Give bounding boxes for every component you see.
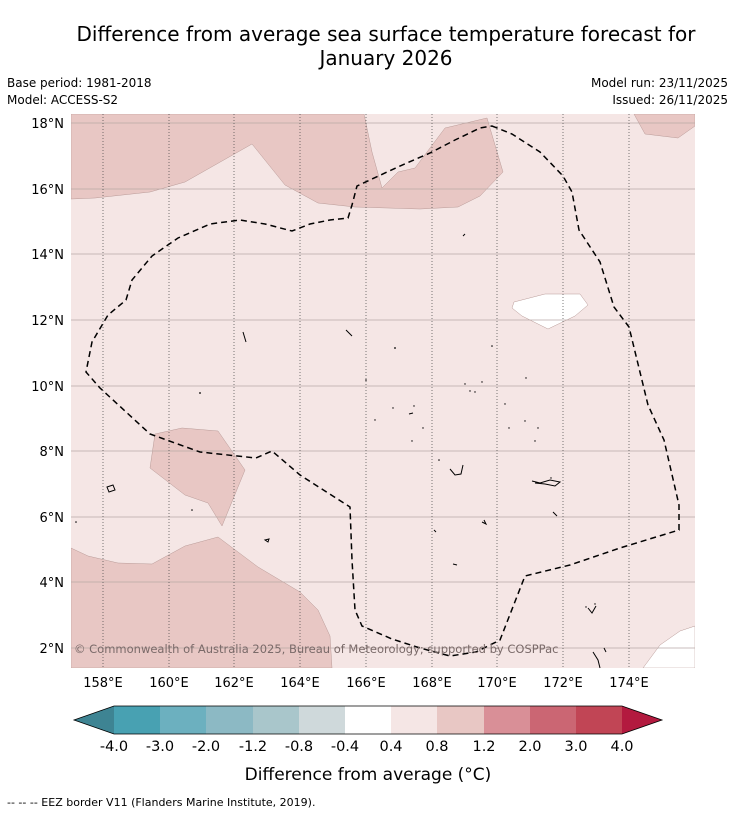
neutral-patch-southeast: [642, 625, 695, 668]
meridians: [102, 114, 630, 668]
islands: [106, 233, 607, 669]
colorbar-tick: 3.0: [564, 739, 587, 755]
colorbar-swatch: [345, 706, 391, 734]
lat-label: 18°N: [31, 117, 64, 132]
anomaly-regions: [71, 114, 695, 668]
lat-label: 6°N: [40, 511, 65, 526]
lon-label: 172°E: [543, 676, 583, 691]
colorbar-swatch: [253, 706, 299, 734]
lat-labels: 18°N 16°N 14°N 12°N 10°N 8°N 6°N 4°N 2°N: [31, 117, 64, 657]
colorbar-swatch: [530, 706, 576, 734]
lat-label: 2°N: [40, 642, 65, 657]
warm-region-west: [149, 427, 246, 527]
lon-label: 160°E: [149, 676, 189, 691]
title-line-1: Difference from average sea surface temp…: [76, 22, 696, 46]
colorbar-tick: -4.0: [100, 739, 128, 755]
lon-label: 170°E: [477, 676, 517, 691]
lon-label: 162°E: [214, 676, 254, 691]
island-dots: [75, 345, 596, 608]
colorbar-swatch: [576, 706, 622, 734]
base-period: Base period: 1981-2018: [7, 76, 152, 90]
model-run: Model run: 23/11/2025: [590, 76, 728, 90]
colorbar-swatch: [299, 706, 345, 734]
lon-label: 158°E: [83, 676, 123, 691]
meta-left: Base period: 1981-2018 Model: ACCESS-S2: [7, 75, 152, 109]
lon-label: 166°E: [346, 676, 386, 691]
lat-label: 14°N: [31, 248, 64, 263]
lat-label: 4°N: [40, 576, 65, 591]
colorbar-arrow-high: [622, 706, 662, 734]
lon-label: 168°E: [412, 676, 452, 691]
lat-label: 8°N: [40, 445, 65, 460]
colorbar-tick: -0.8: [285, 739, 313, 755]
colorbar-swatch: [160, 706, 206, 734]
colorbar-swatch: [437, 706, 484, 734]
colorbar-swatch: [391, 706, 437, 734]
colorbar-swatch: [484, 706, 530, 734]
lon-label: 164°E: [280, 676, 320, 691]
colorbar-tick: 2.0: [518, 739, 541, 755]
colorbar-outline: [72, 705, 664, 735]
colorbar-swatch: [206, 706, 253, 734]
issued-date: Issued: 26/11/2025: [612, 93, 728, 107]
lat-label: 10°N: [31, 380, 64, 395]
colorbar: [72, 705, 664, 735]
lat-label: 12°N: [31, 314, 64, 329]
chart-title: Difference from average sea surface temp…: [40, 22, 732, 70]
colorbar-tick: -0.4: [331, 739, 359, 755]
lon-label: 174°E: [609, 676, 649, 691]
meta-right: Model run: 23/11/2025 Issued: 26/11/2025: [591, 75, 728, 109]
colorbar-ticks: -4.0 -3.0 -2.0 -1.2 -0.8 -0.4 0.4 0.8 1.…: [100, 739, 634, 755]
colorbar-tick: 4.0: [610, 739, 633, 755]
colorbar-tick: -1.2: [239, 739, 267, 755]
warm-region-southwest: [71, 536, 333, 668]
colorbar-label: Difference from average (°C): [245, 765, 492, 785]
model-name: Model: ACCESS-S2: [7, 93, 119, 107]
copyright-text: © Commonwealth of Australia 2025, Bureau…: [74, 642, 558, 656]
title-line-2: January 2026: [319, 46, 453, 70]
colorbar-tick: -2.0: [192, 739, 220, 755]
lat-label: 16°N: [31, 183, 64, 198]
colorbar-tick: 0.4: [379, 739, 402, 755]
colorbar-tick: -3.0: [146, 739, 174, 755]
gridlines: [71, 122, 695, 649]
colorbar-swatch: [114, 706, 160, 734]
footer-legend: -- -- -- EEZ border V11 (Flanders Marine…: [7, 796, 316, 809]
colorbar-arrow-low: [74, 706, 114, 734]
eez-border: [85, 125, 680, 657]
lon-labels: 158°E 160°E 162°E 164°E 166°E 168°E 170°…: [83, 676, 649, 691]
colorbar-tick: 0.8: [425, 739, 448, 755]
colorbar-tick: 1.2: [472, 739, 495, 755]
warm-region-northeast: [633, 114, 695, 139]
